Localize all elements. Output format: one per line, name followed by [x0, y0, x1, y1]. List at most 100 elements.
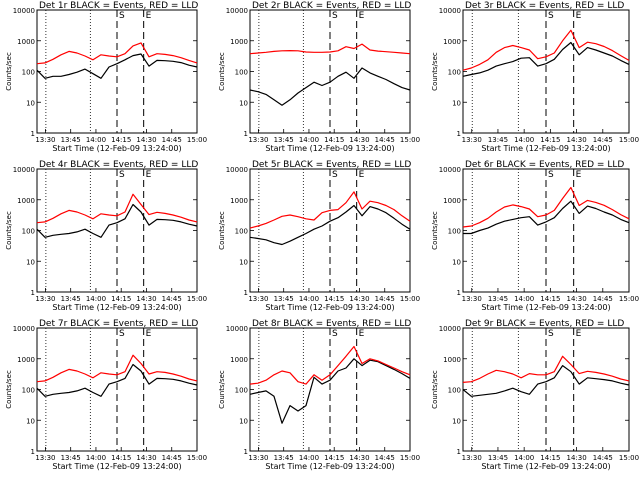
x-tick-label: 13:45 — [274, 454, 294, 462]
x-tick-label: 14:15 — [324, 454, 344, 462]
y-axis-label: Counts/sec — [5, 211, 13, 250]
plot-title: Det 5r BLACK = Events, RED = LLD — [252, 160, 411, 170]
plot-title: Det 9r BLACK = Events, RED = LLD — [465, 319, 624, 329]
series-line-events — [462, 365, 630, 397]
series-line-events — [249, 358, 411, 424]
plot-title: Det 8r BLACK = Events, RED = LLD — [252, 319, 411, 329]
series-line-lld — [249, 345, 411, 385]
y-tick-label: 1000 — [17, 197, 35, 205]
y-axis-label: Counts/sec — [218, 211, 226, 250]
x-tick-label: 13:45 — [488, 136, 508, 144]
y-tick-label: 100 — [235, 387, 248, 395]
x-tick-label: 14:30 — [349, 295, 369, 303]
x-tick-label: 14:45 — [375, 136, 395, 144]
x-tick-label: 15:00 — [400, 136, 420, 144]
x-axis-label: Start Time (12-Feb-09 13:24:00) — [481, 462, 610, 471]
y-tick-label: 1000 — [230, 38, 248, 46]
marker-S: S — [332, 329, 338, 339]
x-tick-label: 14:15 — [111, 136, 131, 144]
y-tick-label: 10 — [239, 99, 248, 107]
x-tick-label: 14:45 — [593, 295, 613, 303]
series-line-events — [36, 363, 198, 397]
marker-E: E — [576, 170, 582, 180]
y-tick-label: 10 — [26, 258, 35, 266]
x-tick-label: 14:30 — [136, 454, 156, 462]
y-tick-label: 1000 — [443, 197, 461, 205]
y-tick-label: 10000 — [13, 166, 35, 174]
y-tick-label: 10 — [239, 417, 248, 425]
marker-E: E — [359, 329, 365, 339]
x-tick-label: 13:30 — [462, 136, 482, 144]
series-line-lld — [36, 354, 198, 383]
y-tick-label: 1000 — [443, 356, 461, 364]
y-axis-label: Counts/sec — [431, 370, 439, 409]
x-tick-label: 15:00 — [400, 454, 420, 462]
series-line-lld — [36, 193, 198, 224]
x-tick-label: 13:45 — [61, 454, 81, 462]
y-tick-label: 1 — [457, 448, 461, 456]
marker-S: S — [548, 329, 554, 339]
y-tick-label: 10000 — [226, 7, 248, 15]
y-tick-label: 100 — [235, 228, 248, 236]
x-tick-label: 13:30 — [35, 136, 55, 144]
plot-title: Det 6r BLACK = Events, RED = LLD — [465, 160, 624, 170]
x-tick-label: 14:15 — [111, 454, 131, 462]
marker-E: E — [576, 329, 582, 339]
x-tick-label: 14:15 — [324, 295, 344, 303]
x-tick-label: 14:00 — [299, 136, 319, 144]
x-tick-label: 14:45 — [162, 454, 182, 462]
x-tick-label: 14:15 — [540, 136, 560, 144]
x-axis-label: Start Time (12-Feb-09 13:24:00) — [265, 144, 394, 153]
x-tick-label: 13:45 — [274, 295, 294, 303]
plot-title: Det 4r BLACK = Events, RED = LLD — [39, 160, 198, 170]
y-tick-label: 10000 — [439, 166, 461, 174]
marker-S: S — [332, 170, 338, 180]
x-tick-label: 13:45 — [488, 295, 508, 303]
y-tick-label: 1000 — [443, 38, 461, 46]
x-tick-label: 13:45 — [61, 136, 81, 144]
x-tick-label: 15:00 — [187, 136, 207, 144]
x-tick-label: 14:00 — [86, 295, 106, 303]
x-tick-label: 14:30 — [349, 454, 369, 462]
x-tick-label: 13:45 — [274, 136, 294, 144]
x-tick-label: 13:30 — [35, 454, 55, 462]
y-tick-label: 1 — [31, 448, 35, 456]
y-axis-label: Counts/sec — [218, 52, 226, 91]
x-tick-label: 14:45 — [375, 454, 395, 462]
x-tick-label: 14:45 — [162, 295, 182, 303]
x-tick-label: 14:30 — [566, 454, 586, 462]
x-axis-label: Start Time (12-Feb-09 13:24:00) — [52, 144, 181, 153]
x-tick-label: 13:30 — [248, 454, 268, 462]
y-tick-label: 1 — [244, 130, 248, 138]
plot-title: Det 1r BLACK = Events, RED = LLD — [39, 1, 198, 11]
y-tick-label: 10 — [452, 99, 461, 107]
x-axis-label: Start Time (12-Feb-09 13:24:00) — [265, 462, 394, 471]
x-tick-label: 13:30 — [462, 295, 482, 303]
y-tick-label: 10000 — [13, 7, 35, 15]
x-tick-label: 13:45 — [61, 295, 81, 303]
series-line-lld — [249, 43, 411, 55]
y-tick-label: 10 — [26, 417, 35, 425]
marker-S: S — [548, 11, 554, 21]
marker-E: E — [359, 170, 365, 180]
marker-E: E — [146, 170, 152, 180]
y-tick-label: 100 — [22, 228, 35, 236]
x-axis-label: Start Time (12-Feb-09 13:24:00) — [265, 303, 394, 312]
x-tick-label: 14:00 — [514, 454, 534, 462]
y-tick-label: 1 — [31, 130, 35, 138]
x-axis-label: Start Time (12-Feb-09 13:24:00) — [52, 303, 181, 312]
y-tick-label: 10000 — [226, 325, 248, 333]
series-line-events — [462, 41, 630, 77]
y-tick-label: 10000 — [439, 7, 461, 15]
marker-E: E — [359, 11, 365, 21]
x-tick-label: 15:00 — [619, 454, 639, 462]
y-tick-label: 1 — [457, 130, 461, 138]
series-line-lld — [462, 29, 630, 71]
